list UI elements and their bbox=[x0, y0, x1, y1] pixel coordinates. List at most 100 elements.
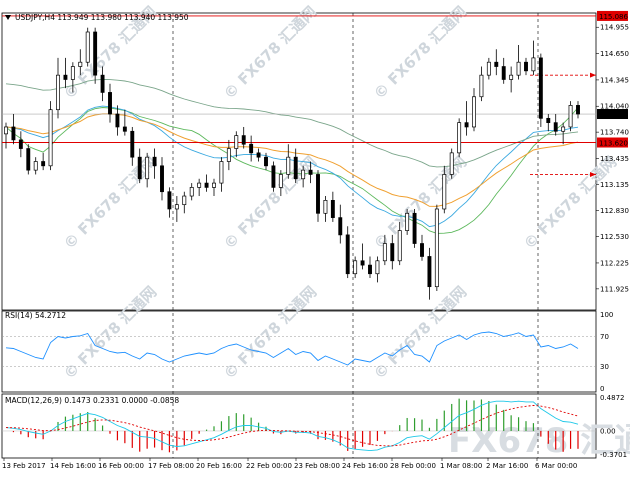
candle[interactable] bbox=[368, 264, 372, 275]
candle[interactable] bbox=[122, 126, 127, 132]
candle[interactable] bbox=[197, 182, 202, 188]
candle[interactable] bbox=[4, 126, 8, 135]
candle[interactable] bbox=[308, 169, 313, 175]
candle[interactable] bbox=[553, 122, 558, 132]
candle[interactable] bbox=[479, 74, 484, 98]
candle[interactable] bbox=[212, 182, 216, 188]
candle[interactable] bbox=[531, 57, 536, 72]
time-tick-label: 20 Feb 16:00 bbox=[196, 462, 242, 470]
candle[interactable] bbox=[509, 74, 514, 80]
symbol-dropdown-icon[interactable] bbox=[5, 15, 11, 20]
candle[interactable] bbox=[11, 126, 16, 141]
candle[interactable] bbox=[78, 61, 83, 67]
candle[interactable] bbox=[316, 174, 320, 214]
candle[interactable] bbox=[516, 61, 521, 76]
candle[interactable] bbox=[457, 122, 462, 154]
candle[interactable] bbox=[538, 57, 543, 119]
candle[interactable] bbox=[278, 174, 283, 188]
candle[interactable] bbox=[405, 212, 410, 231]
ma-blue-line bbox=[5, 105, 579, 228]
candle[interactable] bbox=[338, 217, 343, 236]
candle[interactable] bbox=[130, 130, 135, 158]
price-label: 115.086 bbox=[599, 13, 628, 21]
candle[interactable] bbox=[360, 260, 365, 266]
price-tick-label: 113.740 bbox=[600, 129, 629, 137]
candle[interactable] bbox=[93, 31, 98, 76]
candle[interactable] bbox=[33, 161, 38, 171]
candle[interactable] bbox=[412, 212, 417, 244]
candle[interactable] bbox=[375, 260, 380, 275]
macd-tick-label: 0.4872 bbox=[600, 394, 625, 402]
price-tick-label: 114.955 bbox=[600, 24, 629, 32]
candle[interactable] bbox=[189, 187, 194, 197]
candle[interactable] bbox=[486, 61, 491, 76]
candle[interactable] bbox=[568, 105, 573, 128]
candle[interactable] bbox=[271, 165, 276, 188]
candle[interactable] bbox=[353, 260, 358, 275]
macd-tick-label: 0.00 bbox=[600, 427, 616, 435]
candle[interactable] bbox=[234, 135, 239, 149]
candle[interactable] bbox=[427, 256, 432, 288]
candle[interactable] bbox=[524, 61, 528, 72]
candle[interactable] bbox=[293, 156, 298, 180]
candle[interactable] bbox=[323, 200, 328, 214]
candle[interactable] bbox=[226, 148, 231, 162]
candle[interactable] bbox=[219, 161, 224, 184]
candle[interactable] bbox=[241, 135, 246, 145]
price-tick-label: 112.225 bbox=[600, 259, 629, 267]
rsi-pane bbox=[1, 310, 597, 393]
candle[interactable] bbox=[390, 243, 395, 262]
time-tick-label: 14 Feb 16:00 bbox=[50, 462, 96, 470]
candle[interactable] bbox=[41, 161, 46, 167]
rsi-header: RSI(14) 54.2712 bbox=[5, 311, 66, 320]
price-tick-label: 113.435 bbox=[600, 155, 629, 163]
candle[interactable] bbox=[546, 117, 551, 123]
candle[interactable] bbox=[204, 182, 209, 188]
candle[interactable] bbox=[182, 195, 187, 206]
candle[interactable] bbox=[85, 31, 90, 63]
time-tick-label: 2 Mar 16:00 bbox=[486, 462, 528, 470]
candle[interactable] bbox=[464, 122, 469, 128]
candle[interactable] bbox=[160, 165, 164, 193]
candle[interactable] bbox=[301, 169, 306, 180]
candle[interactable] bbox=[115, 113, 120, 128]
candle[interactable] bbox=[576, 105, 580, 115]
candle[interactable] bbox=[70, 66, 75, 80]
candle[interactable] bbox=[382, 243, 387, 262]
candle[interactable] bbox=[472, 96, 476, 128]
candle[interactable] bbox=[26, 148, 31, 171]
candle[interactable] bbox=[345, 234, 350, 275]
candle[interactable] bbox=[249, 143, 254, 154]
price-label-box bbox=[597, 10, 628, 21]
candle[interactable] bbox=[434, 208, 439, 288]
candle[interactable] bbox=[264, 156, 268, 167]
candle[interactable] bbox=[48, 109, 53, 167]
candle[interactable] bbox=[494, 61, 499, 67]
price-tick-label: 111.925 bbox=[600, 285, 629, 293]
candle[interactable] bbox=[137, 156, 142, 180]
price-label: 113.950 bbox=[599, 111, 628, 119]
target-arrow-icon bbox=[590, 72, 596, 78]
candle[interactable] bbox=[108, 92, 112, 115]
candle[interactable] bbox=[330, 200, 335, 218]
candle[interactable] bbox=[561, 126, 566, 132]
price-label: 113.620 bbox=[599, 140, 628, 148]
candle[interactable] bbox=[397, 230, 402, 262]
candle[interactable] bbox=[174, 204, 179, 210]
candle[interactable] bbox=[256, 152, 261, 158]
candle[interactable] bbox=[501, 66, 506, 80]
candle[interactable] bbox=[145, 156, 150, 180]
candle[interactable] bbox=[420, 243, 424, 257]
time-tick-label: 16 Feb 00:00 bbox=[98, 462, 144, 470]
candle[interactable] bbox=[167, 191, 172, 210]
candle[interactable] bbox=[152, 156, 157, 167]
candle[interactable] bbox=[56, 74, 60, 111]
candle[interactable] bbox=[63, 74, 68, 80]
candle[interactable] bbox=[18, 139, 23, 149]
candle[interactable] bbox=[449, 152, 454, 175]
candle[interactable] bbox=[100, 74, 105, 93]
time-tick-label: 17 Feb 08:00 bbox=[148, 462, 194, 470]
candle[interactable] bbox=[442, 174, 447, 210]
candle[interactable] bbox=[286, 156, 291, 175]
